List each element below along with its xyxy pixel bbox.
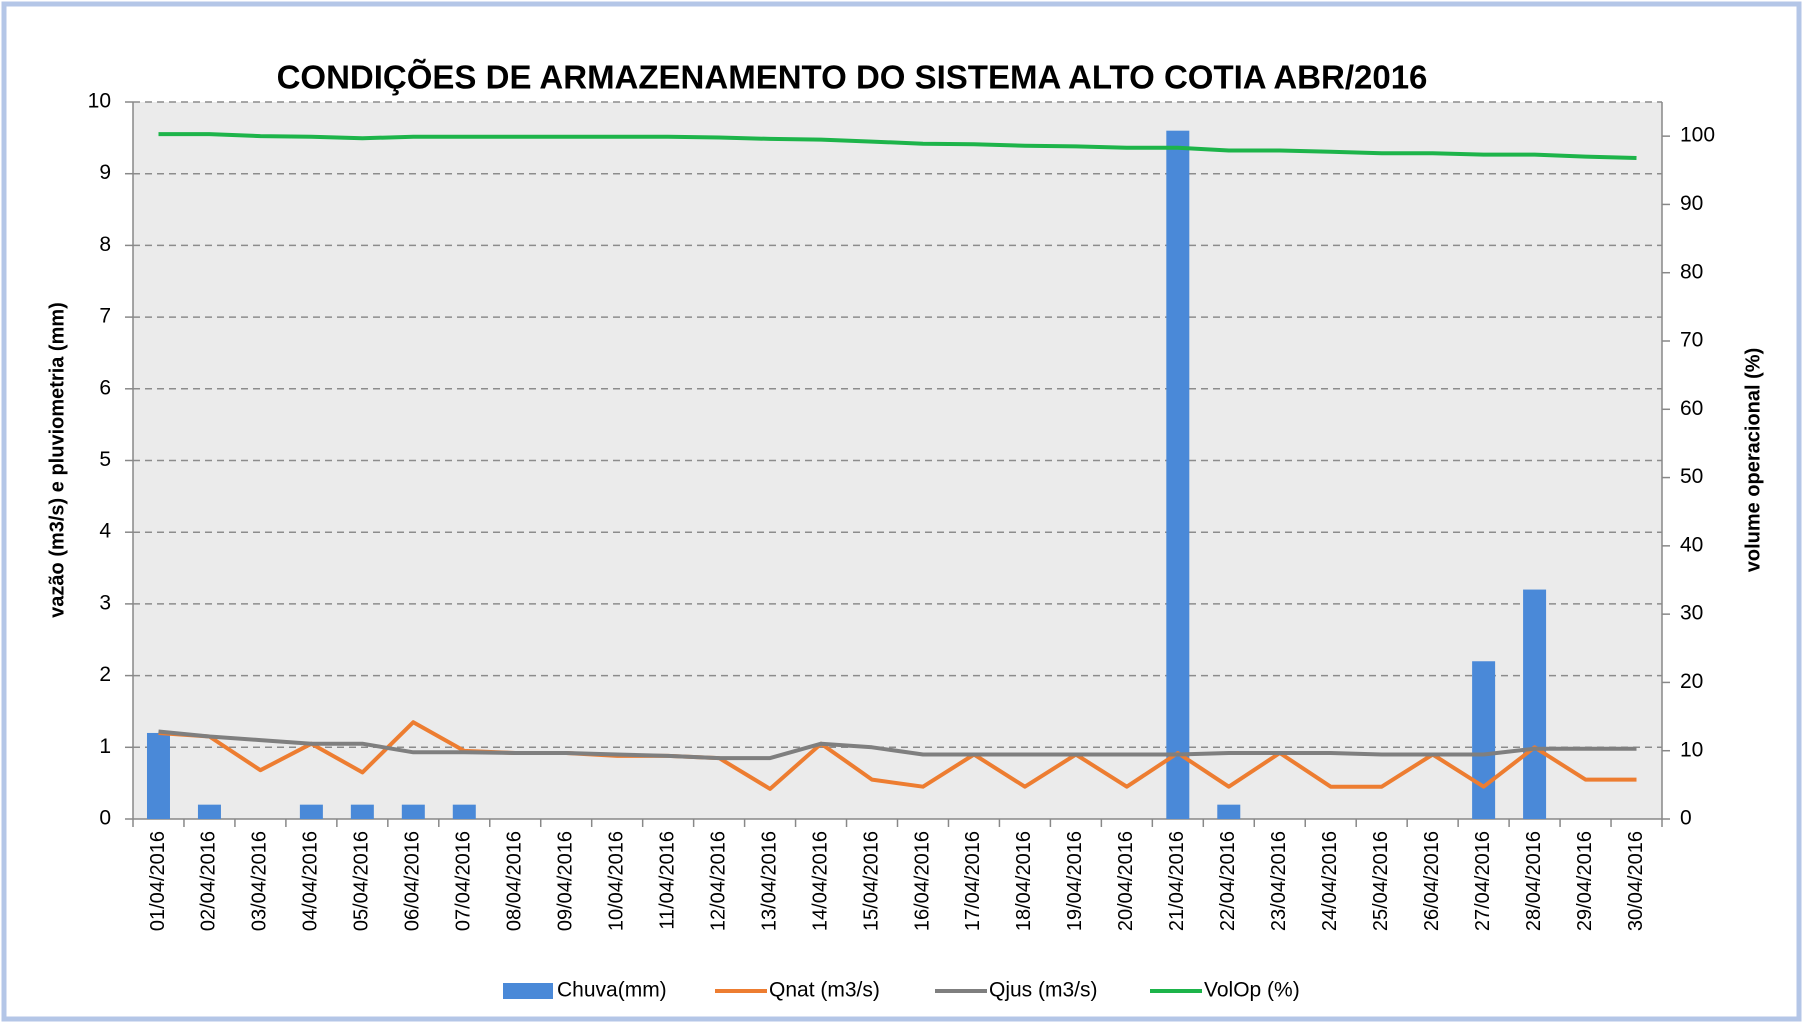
y2-tick-label: 0 [1680,807,1692,830]
series-line [158,132,1637,160]
y-tick-label: 10 [88,90,111,113]
x-tick-label: 14/04/2016 [809,831,831,931]
y2-tick-label: 100 [1680,124,1715,147]
y2-tick-label: 70 [1680,329,1703,352]
legend-label: Qjus (m3/s) [989,979,1098,1002]
y-tick-label: 2 [99,663,111,686]
x-tick-label: 08/04/2016 [504,831,526,931]
y-axis-title: vazão (m3/s) e pluviometria (mm) [46,302,68,618]
y-tick-label: 3 [99,591,111,614]
x-tick-label: 04/04/2016 [300,831,322,931]
x-tick-label: 15/04/2016 [860,831,882,931]
bar [452,804,476,819]
y2-tick-label: 10 [1680,738,1703,761]
x-tick-label: 01/04/2016 [147,831,169,931]
x-tick-label: 20/04/2016 [1115,831,1137,931]
legend-label: VolOp (%) [1204,979,1300,1002]
bar [401,804,425,819]
y-tick-label: 1 [99,735,111,758]
y-tick-label: 4 [99,520,111,543]
legend-label: Chuva(mm) [557,979,667,1002]
bar [299,804,323,819]
y2-tick-label: 40 [1680,533,1703,556]
x-tick-label: 10/04/2016 [605,831,627,931]
y2-tick-label: 80 [1680,260,1703,283]
x-tick-label: 25/04/2016 [1370,831,1392,931]
x-tick-label: 03/04/2016 [249,831,271,931]
y2-tick-label: 90 [1680,192,1703,215]
bar [1472,661,1496,819]
y2-axis-title: volume operacional (%) [1742,348,1764,573]
x-tick-label: 05/04/2016 [351,831,373,931]
x-tick-label: 30/04/2016 [1625,831,1647,931]
x-tick-label: 21/04/2016 [1166,831,1188,931]
y2-tick-label: 50 [1680,465,1703,488]
x-tick-label: 12/04/2016 [707,831,729,931]
y-tick-label: 7 [99,305,111,328]
bar [1523,589,1547,819]
y-tick-label: 6 [99,376,111,399]
x-tick-label: 16/04/2016 [911,831,933,931]
bar [146,732,170,819]
x-tick-label: 06/04/2016 [402,831,424,931]
y2-tick-label: 60 [1680,397,1703,420]
x-tick-label: 28/04/2016 [1523,831,1545,931]
x-tick-label: 23/04/2016 [1268,831,1290,931]
y-tick-label: 0 [99,807,111,830]
x-tick-label: 27/04/2016 [1472,831,1494,931]
x-tick-label: 09/04/2016 [554,831,576,931]
y-tick-label: 5 [99,448,111,471]
y-tick-label: 9 [99,161,111,184]
y2-tick-label: 30 [1680,602,1703,625]
bar [197,804,221,819]
legend-label: Qnat (m3/s) [769,979,880,1002]
series-line [158,729,1637,761]
series-line [158,720,1637,791]
x-tick-label: 13/04/2016 [758,831,780,931]
x-tick-label: 07/04/2016 [453,831,475,931]
x-tick-label: 29/04/2016 [1574,831,1596,931]
x-tick-label: 17/04/2016 [962,831,984,931]
x-tick-label: 11/04/2016 [656,831,678,930]
y-tick-label: 8 [99,233,111,256]
x-tick-label: 19/04/2016 [1064,831,1086,931]
x-tick-label: 02/04/2016 [198,831,220,931]
x-tick-label: 22/04/2016 [1217,831,1239,931]
y2-tick-label: 20 [1680,670,1703,693]
x-tick-label: 26/04/2016 [1421,831,1443,931]
x-tick-label: 18/04/2016 [1013,831,1035,931]
bar [350,804,374,819]
chart-title: CONDIÇÕES DE ARMAZENAMENTO DO SISTEMA AL… [277,59,1428,96]
bar [1166,130,1190,819]
legend-swatch [503,983,553,999]
bar [1217,804,1241,819]
x-tick-label: 24/04/2016 [1319,831,1341,931]
